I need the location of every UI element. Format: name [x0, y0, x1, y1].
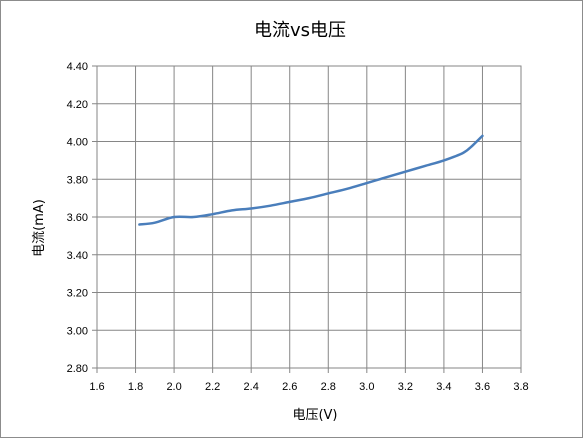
y-tick-label: 4.00 [67, 137, 88, 149]
x-tick-label: 3.4 [436, 381, 451, 393]
x-tick-label: 1.8 [128, 381, 143, 393]
data-point [308, 197, 310, 199]
data-point [138, 223, 140, 225]
data-point [385, 176, 387, 178]
data-point [154, 221, 156, 223]
x-tick-label: 1.6 [89, 381, 104, 393]
y-axis-label: 电流(mA) [32, 199, 47, 257]
x-axis-ticks: 1.6 1.8 2.0 2.2 2.4 2.6 2.8 3.0 3.2 3.4 3.6 3.8 [89, 368, 529, 393]
y-axis-ticks: 2.80 3.00 3.20 3.40 3.60 3.80 4.00 4.20 4.40 [67, 61, 97, 375]
y-tick-label: 4.20 [67, 99, 88, 111]
data-point [211, 213, 213, 215]
data-point [346, 187, 348, 189]
y-tick-label: 3.20 [67, 288, 88, 300]
data-point [443, 159, 445, 161]
x-tick-label: 3.8 [513, 381, 528, 393]
y-tick-label: 3.80 [67, 174, 88, 186]
y-tick-label: 4.40 [67, 61, 88, 73]
x-tick-label: 2.0 [166, 381, 181, 393]
x-tick-label: 3.6 [475, 381, 490, 393]
data-point [289, 201, 291, 203]
x-tick-label: 2.2 [205, 381, 220, 393]
x-tick-label: 3.0 [359, 381, 374, 393]
data-point [481, 135, 483, 137]
grid [96, 65, 522, 369]
x-tick-label: 2.8 [321, 381, 336, 393]
y-tick-label: 2.80 [67, 363, 88, 375]
x-tick-label: 3.2 [398, 381, 413, 393]
y-tick-label: 3.40 [67, 250, 88, 262]
x-tick-label: 2.4 [244, 381, 259, 393]
series-group [138, 134, 484, 226]
data-point [173, 216, 175, 218]
data-point [472, 144, 474, 146]
data-point [423, 165, 425, 167]
data-point [327, 192, 329, 194]
x-axis-label: 电压(V) [292, 408, 337, 423]
y-tick-label: 3.00 [67, 325, 88, 337]
chart-title: 电流vs电压 [254, 20, 346, 41]
data-point [231, 209, 233, 211]
data-point [250, 207, 252, 209]
data-point [269, 204, 271, 206]
series-line [138, 134, 484, 226]
data-point [462, 152, 464, 154]
data-point [192, 216, 194, 218]
data-point [366, 182, 368, 184]
data-point [404, 171, 406, 173]
y-tick-label: 3.60 [67, 212, 88, 224]
x-tick-label: 2.6 [282, 381, 297, 393]
